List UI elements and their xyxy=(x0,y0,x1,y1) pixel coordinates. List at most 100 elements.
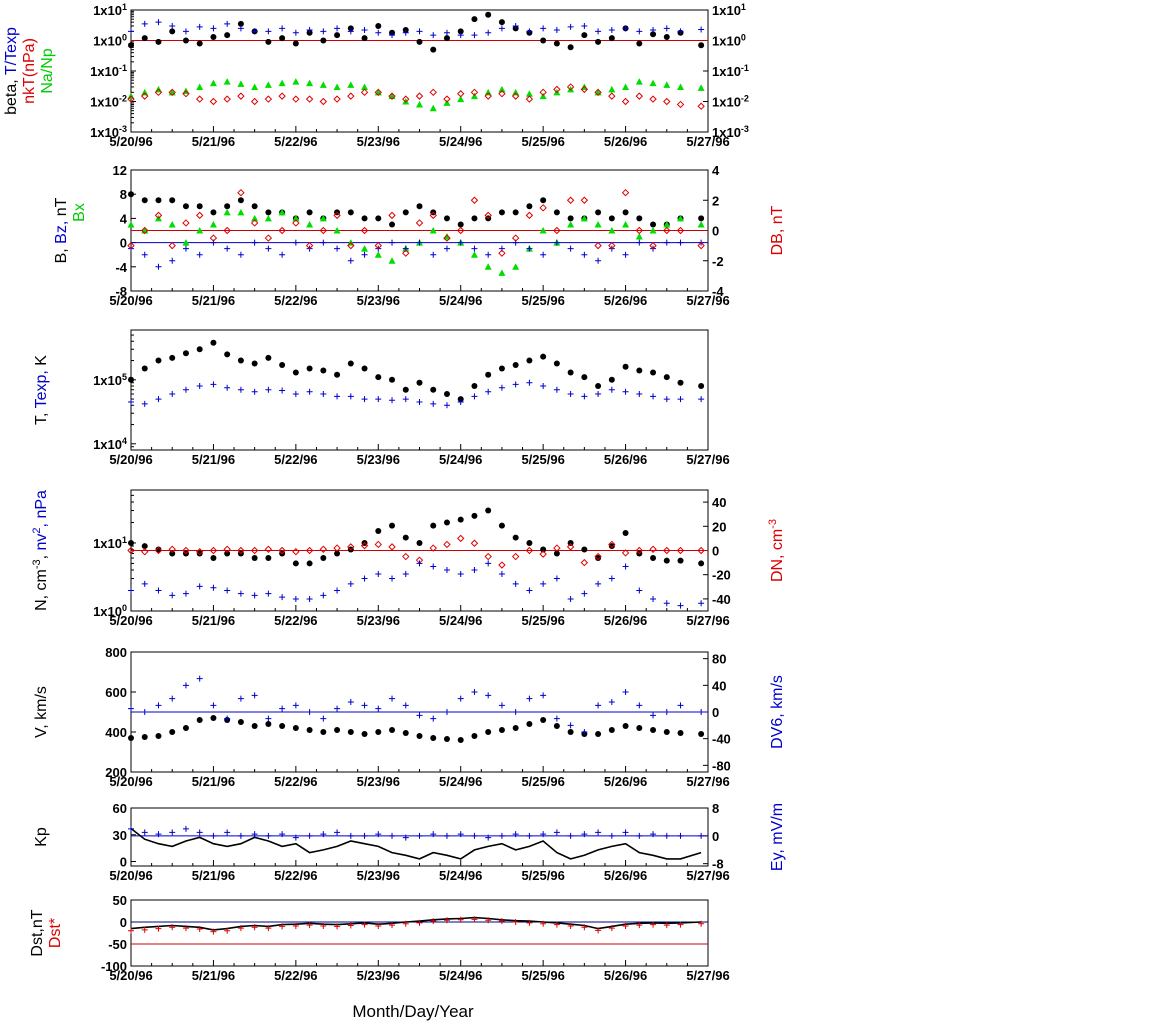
data-point xyxy=(430,918,437,925)
data-point xyxy=(154,88,163,97)
data-point xyxy=(347,81,355,88)
data-point xyxy=(698,832,705,839)
data-point xyxy=(635,546,644,555)
data-point xyxy=(498,85,506,93)
data-point xyxy=(621,97,630,106)
x-tick-label: 5/20/96 xyxy=(109,134,152,149)
data-point xyxy=(292,219,300,227)
data-point xyxy=(389,522,396,529)
data-point xyxy=(210,339,217,346)
data-point xyxy=(676,100,685,109)
data-point xyxy=(347,699,354,705)
data-point xyxy=(128,398,134,405)
data-point xyxy=(389,32,396,39)
data-point xyxy=(265,590,272,597)
data-point xyxy=(374,251,382,258)
data-point xyxy=(388,543,396,551)
data-point xyxy=(360,88,369,97)
data-point xyxy=(498,25,505,32)
data-point xyxy=(540,383,547,390)
data-point xyxy=(471,689,478,695)
data-point xyxy=(141,197,148,204)
data-point xyxy=(292,725,299,731)
data-point xyxy=(649,79,657,87)
y-axis-label: Kp xyxy=(33,827,50,847)
data-point xyxy=(567,85,575,93)
x-tick-label: 5/23/96 xyxy=(357,774,400,789)
series-line xyxy=(130,827,702,860)
data-point xyxy=(182,590,189,597)
data-point xyxy=(416,379,423,386)
x-tick-label: 5/23/96 xyxy=(357,293,400,308)
panel-p2: 5/20/96 5/21/96 5/22/96 5/23/96 5/24/96 5/25/… xyxy=(53,163,786,308)
y-tick-label-left: 4 xyxy=(120,211,128,226)
data-point xyxy=(361,396,368,403)
data-point xyxy=(292,78,300,85)
data-point xyxy=(540,580,547,587)
data-point xyxy=(127,546,135,555)
data-point xyxy=(361,245,369,252)
data-point xyxy=(292,29,299,36)
data-point xyxy=(430,46,437,53)
data-point xyxy=(305,241,314,250)
data-point xyxy=(279,362,286,369)
data-point xyxy=(319,226,328,235)
data-point xyxy=(251,214,259,222)
y-tick-label-left: 60 xyxy=(113,801,127,816)
data-point xyxy=(251,692,258,699)
data-point xyxy=(209,234,218,242)
data-point xyxy=(416,560,423,567)
data-point xyxy=(210,584,217,591)
series-0 xyxy=(128,11,705,53)
data-point xyxy=(402,920,409,927)
series-1 xyxy=(128,675,705,735)
data-point xyxy=(306,79,314,87)
y-tick-label-left: 1x100 xyxy=(93,33,127,49)
data-point xyxy=(169,197,176,204)
data-point xyxy=(677,379,684,386)
data-point xyxy=(347,922,354,929)
data-point xyxy=(169,22,176,29)
data-point xyxy=(237,92,245,100)
data-point xyxy=(595,390,602,397)
data-point xyxy=(636,215,643,222)
data-point xyxy=(292,40,299,47)
y-tick-label-left: 0 xyxy=(120,915,127,930)
data-point xyxy=(389,922,396,929)
data-point xyxy=(553,85,561,94)
data-point xyxy=(210,715,217,721)
data-point xyxy=(375,22,382,29)
data-point xyxy=(347,360,354,367)
data-point xyxy=(182,682,189,689)
y-tick-label-right: 0 xyxy=(712,544,719,559)
data-point xyxy=(595,38,602,45)
data-point xyxy=(526,245,533,252)
data-point xyxy=(402,834,409,841)
y-tick-label-left: -50 xyxy=(108,937,127,952)
data-point xyxy=(292,702,299,709)
data-point xyxy=(663,220,671,228)
data-point xyxy=(663,709,670,715)
data-point xyxy=(389,575,396,582)
data-point xyxy=(169,592,176,599)
data-point xyxy=(485,729,492,735)
data-point xyxy=(195,548,204,556)
data-point xyxy=(471,832,478,839)
data-point xyxy=(292,834,299,841)
data-point xyxy=(195,95,204,103)
x-tick-label: 5/26/96 xyxy=(604,968,647,983)
data-point xyxy=(416,239,423,246)
series-3 xyxy=(127,83,705,110)
data-point xyxy=(237,832,244,839)
data-point xyxy=(526,357,533,364)
data-point xyxy=(553,921,560,928)
data-point xyxy=(251,28,258,35)
data-point xyxy=(333,544,341,552)
y-axis-label-right: DN, cm-3 xyxy=(767,519,786,582)
data-point xyxy=(155,197,162,204)
series-1 xyxy=(128,916,705,935)
data-point xyxy=(457,226,465,235)
series-0 xyxy=(128,715,705,743)
data-point xyxy=(621,549,630,557)
x-tick-label: 5/23/96 xyxy=(357,134,400,149)
